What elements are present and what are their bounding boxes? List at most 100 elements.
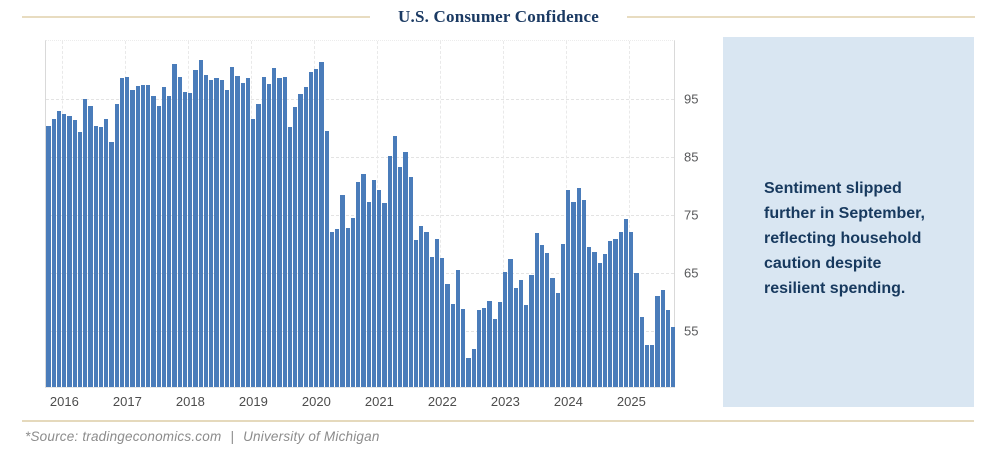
chart-bar (335, 228, 340, 387)
chart-bar (56, 110, 62, 387)
y-axis-tick-label: 75 (684, 207, 699, 223)
chart-bar (130, 89, 135, 387)
chart-bar (88, 105, 93, 387)
chart-bar (571, 202, 576, 387)
y-axis-tick-label: 85 (684, 149, 699, 165)
chart-bar (46, 126, 51, 387)
page-title: U.S. Consumer Confidence (398, 7, 599, 26)
chart-bar (251, 119, 256, 387)
chart-bar (83, 98, 88, 387)
callout-text-line: further in September, (764, 205, 925, 222)
source-name: University of Michigan (243, 429, 380, 444)
chart-bar (314, 69, 319, 387)
chart-bar (98, 127, 104, 387)
chart-bar (660, 290, 665, 387)
chart-bar (203, 75, 209, 387)
chart-bar (529, 274, 534, 387)
chart-bar (329, 231, 335, 387)
chart-bar (272, 68, 277, 387)
header: U.S. Consumer Confidence (22, 6, 976, 27)
chart-bar (345, 227, 350, 387)
chart-bar (119, 78, 125, 387)
header-rule-right (626, 15, 976, 18)
chart-bar (151, 96, 156, 387)
chart-bar (487, 300, 492, 387)
chart-bar (545, 253, 550, 387)
x-axis-tick-label: 2018 (175, 394, 205, 409)
chart-bar (592, 252, 597, 387)
chart-bar (455, 269, 461, 387)
chart-bar (602, 254, 608, 387)
x-axis-tick-label: 2019 (238, 394, 268, 409)
y-gridline (46, 157, 674, 158)
chart-bar (613, 239, 618, 387)
chart-bar (350, 218, 356, 387)
chart-bar (303, 86, 308, 387)
chart-bar (424, 232, 429, 387)
source-separator: | (230, 429, 235, 444)
chart-bar (324, 131, 329, 387)
chart-bar (450, 303, 455, 387)
chart-bar (434, 238, 440, 387)
chart-bar (240, 82, 245, 387)
x-axis-tick-label: 2017 (112, 394, 142, 409)
chart-bar (382, 202, 387, 387)
chart-bar (109, 142, 114, 387)
x-axis-tick-label: 2021 (364, 394, 394, 409)
chart-bar (587, 247, 592, 387)
chart-bar (497, 301, 503, 387)
chart-bar (340, 195, 345, 387)
chart-bar (209, 79, 214, 387)
chart-bar (104, 119, 109, 387)
chart-bar (361, 173, 366, 387)
chart-bar (671, 326, 676, 387)
chart-bar (419, 225, 424, 387)
chart-bar (550, 278, 555, 387)
chart-bar (93, 126, 98, 387)
chart-bar (618, 231, 623, 387)
x-axis-tick-label: 2025 (616, 394, 646, 409)
chart-bar (172, 63, 177, 387)
footer-rule (22, 420, 974, 422)
chart-bar (623, 218, 629, 387)
chart-bar (51, 118, 56, 387)
chart-bar (214, 78, 219, 387)
chart-bar (293, 107, 298, 387)
chart-bar (665, 310, 671, 387)
chart-bar (135, 86, 140, 387)
x-axis-tick-label: 2023 (490, 394, 520, 409)
x-axis-tick-label: 2024 (553, 394, 583, 409)
chart-bar (198, 59, 203, 387)
x-axis-tick-label: 2016 (49, 394, 79, 409)
source-line: *Source: tradingeconomics.com | University… (25, 429, 380, 444)
chart-bar (182, 91, 188, 387)
chart-bar (282, 77, 287, 387)
chart-bar (177, 76, 182, 387)
chart-bar (377, 189, 382, 387)
chart-bar (319, 62, 324, 387)
chart-bar (67, 116, 72, 387)
chart-bar (62, 114, 67, 387)
chart-bar (560, 243, 566, 387)
chart-bar (482, 308, 487, 387)
chart-bar (219, 80, 224, 387)
chart-bar (392, 135, 398, 387)
callout-text-line: resilient spending. (764, 280, 906, 297)
chart-bar (308, 72, 314, 387)
chart-bar (508, 259, 513, 387)
chart-bar (224, 90, 230, 387)
chart-bar (655, 295, 660, 387)
chart-bar (356, 181, 361, 387)
chart-bar (403, 152, 408, 387)
chart-bar (235, 76, 240, 387)
chart-bar (555, 292, 560, 387)
callout-text-line: Sentiment slipped (764, 180, 902, 197)
chart-bar (608, 241, 613, 387)
y-axis-tick-label: 55 (684, 323, 699, 339)
chart-bar (518, 279, 524, 387)
chart-bar (140, 85, 146, 387)
x-axis-tick-label: 2022 (427, 394, 457, 409)
x-gridline (628, 41, 630, 387)
chart-bar (461, 309, 466, 387)
chart-bar (77, 131, 83, 387)
